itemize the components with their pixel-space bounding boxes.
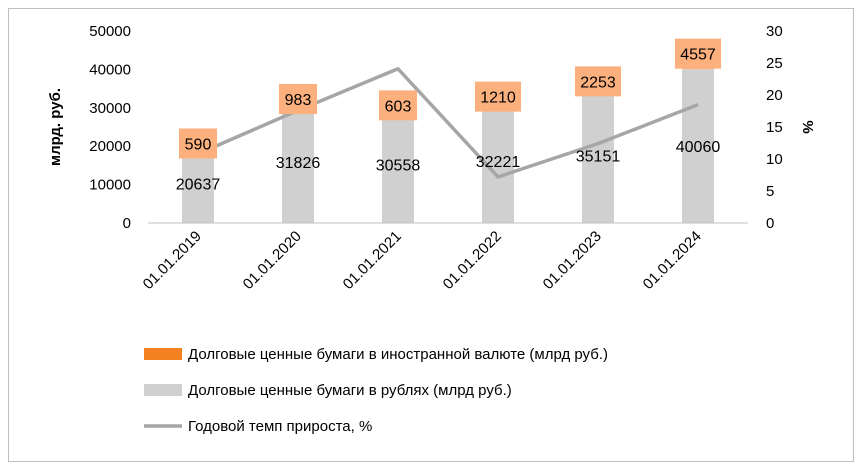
legend-entry: Долговые ценные бумаги в иностранной вал…: [188, 346, 608, 363]
y-tick-label: 10000: [89, 177, 131, 194]
fx-label-box: [475, 81, 521, 112]
y-axis-title: млрд. руб.: [47, 88, 64, 166]
rub-bar: [382, 105, 414, 223]
y2-tick-label: 25: [766, 55, 783, 72]
y2-axis-title: %: [799, 120, 816, 133]
rub-data-label: 20637: [176, 176, 221, 193]
fx-data-label: 4557: [680, 47, 716, 64]
y2-tick-label: 0: [766, 215, 774, 232]
y2-tick-label: 15: [766, 119, 783, 136]
fx-label-box: [675, 38, 721, 69]
y-tick-label: 50000: [89, 23, 131, 40]
x-tick-label: 01.01.2022: [440, 228, 505, 293]
rub-data-label: 40060: [676, 139, 721, 156]
y2-tick-label: 20: [766, 87, 783, 104]
legend-swatch: [144, 384, 182, 396]
chart-frame: [8, 8, 854, 462]
x-tick-label: 01.01.2024: [640, 228, 705, 293]
y-tick-label: 20000: [89, 138, 131, 155]
y2-tick-label: 30: [766, 23, 783, 40]
y-tick-label: 0: [123, 215, 131, 232]
rub-bar: [282, 100, 314, 223]
fx-data-label: 1210: [480, 90, 516, 107]
fx-data-label: 590: [185, 136, 212, 153]
rub-data-label: 31826: [276, 155, 321, 172]
fx-data-label: 2253: [580, 74, 616, 91]
fx-data-label: 983: [285, 92, 312, 109]
x-tick-label: 01.01.2021: [340, 228, 405, 293]
x-tick-label: 01.01.2020: [240, 228, 305, 293]
y-tick-label: 30000: [89, 100, 131, 117]
fx-data-label: 603: [385, 98, 412, 115]
legend-entry: Годовой темп прироста, %: [188, 418, 372, 435]
rub-bar: [482, 99, 514, 223]
x-tick-label: 01.01.2023: [540, 228, 605, 293]
y2-tick-label: 5: [766, 183, 774, 200]
legend-entry: Долговые ценные бумаги в рублях (млрд ру…: [188, 382, 512, 399]
fx-label-box: [179, 128, 217, 159]
fx-label-box: [279, 84, 317, 115]
rub-data-label: 30558: [376, 157, 421, 174]
rub-bar: [682, 69, 714, 223]
rub-data-label: 35151: [576, 149, 621, 166]
growth-line: [197, 67, 699, 179]
legend-swatch: [144, 348, 182, 360]
fx-label-box: [379, 90, 417, 121]
x-tick-label: 01.01.2019: [140, 228, 205, 293]
fx-label-box: [575, 66, 621, 97]
y2-tick-label: 10: [766, 151, 783, 168]
rub-data-label: 32221: [476, 154, 521, 171]
rub-bar: [582, 88, 614, 223]
y-tick-label: 40000: [89, 61, 131, 78]
